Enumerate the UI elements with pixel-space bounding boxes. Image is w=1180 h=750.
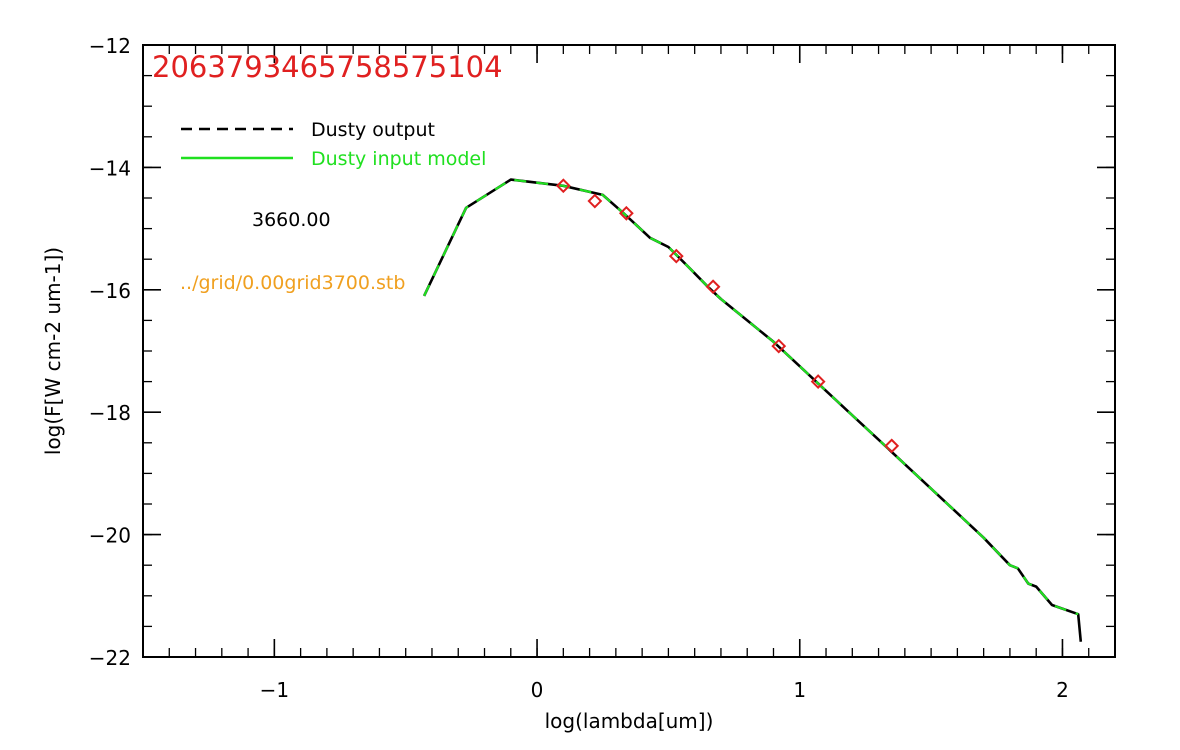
y-tick-label: −22	[89, 646, 131, 670]
y-tick-label: −18	[89, 401, 131, 425]
x-tick-labels: −1 0 1 2	[260, 678, 1069, 702]
y-tick-label: −14	[89, 156, 131, 180]
series-line-dusty-input-model	[423, 178, 1079, 616]
photometry-marker	[618, 205, 634, 221]
temperature-annotation: 3660.00	[252, 209, 331, 231]
photometry-marker	[771, 338, 787, 354]
plot-frame	[142, 44, 1116, 658]
y-tick-label: −12	[89, 34, 131, 58]
series-lines	[422, 178, 1083, 642]
y-tick-label: −16	[89, 279, 131, 303]
photometry-marker	[705, 279, 721, 295]
minor-ticks	[142, 44, 1116, 658]
y-tick-labels: −22 −20 −18 −16 −14 −12	[89, 34, 131, 670]
legend-label-dusty-input-model: Dusty input model	[311, 148, 486, 170]
source-id-annotation: 2063793465758575104	[152, 50, 503, 84]
legend: Dusty output Dusty input model	[181, 119, 486, 170]
x-axis-title: log(lambda[um])	[545, 709, 714, 733]
major-ticks	[143, 44, 1115, 658]
y-tick-label: −20	[89, 524, 131, 548]
x-tick-label: 2	[1056, 678, 1069, 702]
photometry-marker	[810, 374, 826, 390]
photometry-marker	[668, 248, 684, 264]
legend-label-dusty-output: Dusty output	[311, 119, 435, 141]
photometry-marker	[884, 438, 900, 454]
photometry-markers	[555, 178, 900, 454]
x-tick-label: 0	[531, 678, 544, 702]
x-tick-label: −1	[260, 678, 289, 702]
grid-file-annotation: ../grid/0.00grid3700.stb	[180, 272, 405, 294]
photometry-marker	[555, 178, 571, 194]
photometry-marker	[587, 193, 603, 209]
series-line-dusty-output	[422, 178, 1083, 642]
x-tick-label: 1	[793, 678, 806, 702]
y-axis-title: log(F[W cm-2 um-1])	[41, 247, 65, 455]
